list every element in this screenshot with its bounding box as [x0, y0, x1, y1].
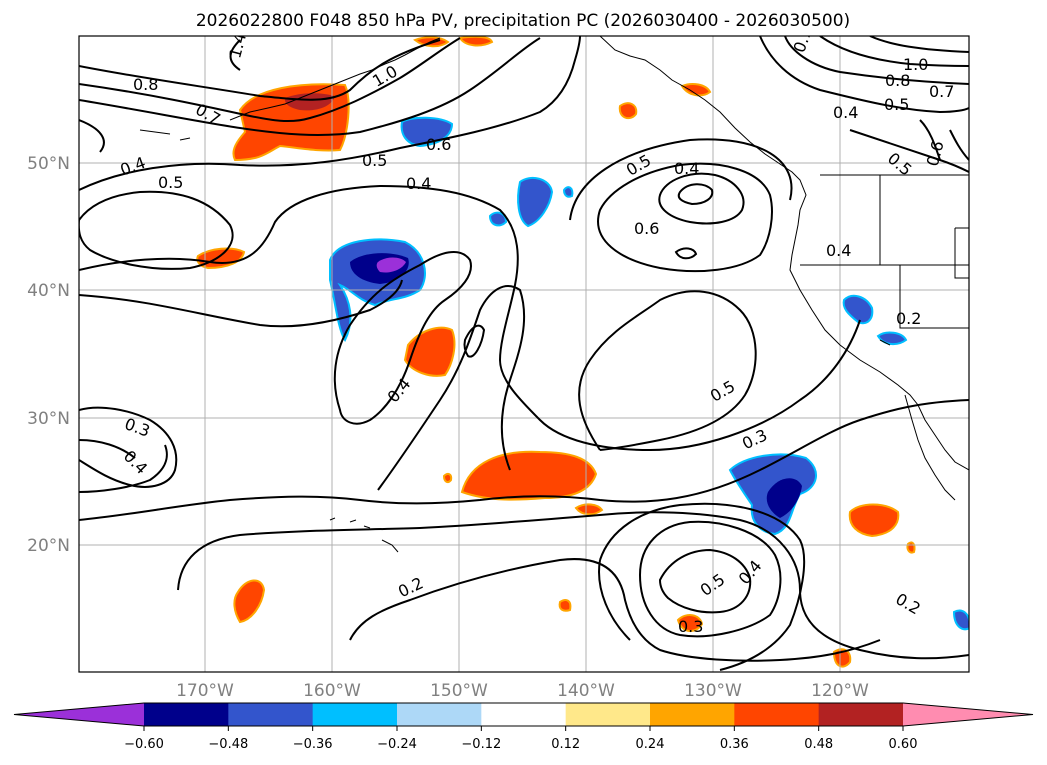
precip-neg-central-max — [376, 257, 406, 273]
contour-label: 0.5 — [158, 173, 183, 192]
contour-label: 0.7 — [929, 82, 954, 101]
precip-patch-south-2 — [676, 614, 704, 632]
precip-patch-hawaii-west — [233, 579, 266, 624]
colorbar: −0.60 −0.48 −0.36 −0.24 −0.12 0.12 0.24 0.36 0.4… — [13, 702, 1034, 752]
colorbar-tick-label: 0.48 — [804, 737, 833, 752]
lon-axis: 170°W 160°W 150°W 140°W 130°W 120°W — [176, 681, 869, 701]
contour-label: 0.5 — [884, 95, 909, 114]
ocean-background — [79, 36, 969, 672]
graticule — [79, 36, 969, 672]
precip-neg-california — [842, 294, 874, 325]
contour-label: 0.8 — [133, 75, 158, 94]
contour-label: 1.0 — [903, 55, 928, 74]
colorbar-segment — [734, 703, 820, 726]
colorbar-segment — [228, 703, 314, 726]
map-panel: 1.4 0.8 1.0 0.7 0.4 0.5 0.6 0.4 0.5 0.4 … — [79, 36, 969, 672]
colorbar-tick-label: −0.24 — [377, 737, 417, 752]
colorbar-tick-label: 0.60 — [889, 737, 918, 752]
colorbar-tick-label: −0.60 — [124, 737, 164, 752]
colorbar-segment — [565, 703, 651, 726]
precip-neg-gulf-1 — [517, 176, 554, 228]
precip-patch-gulf-alaska — [618, 102, 638, 120]
precip-patch-aleutian-core — [284, 93, 335, 111]
colorbar-tick-label: 0.12 — [551, 737, 580, 752]
contour-label: 0.6 — [634, 219, 659, 238]
colorbar-extend-high — [903, 703, 1033, 726]
contour-label: 0.6 — [426, 135, 451, 154]
colorbar-segment — [650, 703, 735, 726]
contour-label: 0.8 — [885, 71, 910, 90]
precip-neg-edge — [952, 609, 969, 631]
contour-label: 0.4 — [826, 241, 851, 260]
lon-label: 160°W — [303, 681, 361, 701]
precip-patch-south-1 — [558, 599, 572, 612]
contour-label: 0.3 — [678, 617, 703, 636]
pv-contours — [79, 36, 969, 671]
colorbar-tick-label: 0.36 — [720, 737, 749, 752]
colorbar-tick-label: −0.48 — [208, 737, 248, 752]
lon-label: 140°W — [557, 681, 615, 701]
lat-label: 50°N — [27, 154, 70, 174]
contour-label: 0.2 — [896, 309, 921, 328]
lat-label: 40°N — [27, 281, 70, 301]
colorbar-segment — [397, 703, 482, 726]
colorbar-segment — [818, 703, 904, 726]
precip-neg-gulf-2 — [488, 211, 508, 227]
lat-axis: 50°N 40°N 30°N 20°N — [27, 154, 70, 556]
precip-patch-bc — [680, 83, 712, 97]
contour-label: 0.5 — [362, 151, 387, 170]
colorbar-segment — [144, 703, 229, 726]
lon-label: 130°W — [684, 681, 742, 701]
lat-label: 30°N — [27, 409, 70, 429]
colorbar-segment — [312, 703, 398, 726]
precip-patch-alaska-coast-2 — [458, 36, 494, 47]
map-frame — [78, 35, 970, 673]
colorbar-segment — [481, 703, 567, 726]
precip-patch-baja — [848, 503, 900, 538]
plot-title: 2026022800 F048 850 hPa PV, precipitatio… — [196, 11, 850, 31]
precip-neg-gulf-3 — [562, 186, 574, 198]
lon-label: 150°W — [430, 681, 488, 701]
colorbar-tick-label: 0.24 — [636, 737, 665, 752]
precip-patch-small-1 — [442, 472, 453, 484]
contour-label: 0.4 — [406, 174, 431, 193]
colorbar-tick-label: −0.36 — [293, 737, 333, 752]
precip-patch-subtropical — [460, 450, 598, 501]
precip-patch-small-2 — [574, 503, 604, 516]
lon-label: 170°W — [176, 681, 234, 701]
contour-label: 0.4 — [674, 159, 699, 178]
coastlines — [139, 36, 969, 553]
lat-label: 20°N — [27, 536, 70, 556]
precip-neg-subtropic-core — [766, 478, 802, 518]
lon-label: 120°W — [811, 681, 869, 701]
colorbar-extend-low — [14, 703, 144, 726]
contour-label: 0.4 — [833, 103, 858, 122]
precip-patch-mexico — [906, 541, 916, 554]
colorbar-tick-label: −0.12 — [461, 737, 501, 752]
